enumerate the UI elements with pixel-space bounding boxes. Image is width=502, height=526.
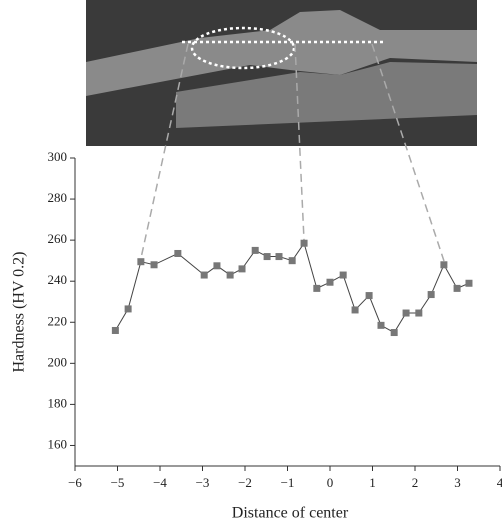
data-point [415,309,423,317]
x-tick-label: 1 [369,475,376,490]
data-point [238,265,246,273]
series-line [114,242,470,334]
data-point [124,305,132,313]
lower-sheet [176,62,477,128]
data-point [313,284,321,292]
x-axis-title: Distance of center [232,505,349,522]
data-point [213,262,221,270]
x-tick-label: −3 [196,475,210,490]
data-point [137,258,145,266]
upper-sheet [86,10,477,96]
x-tick-label: 4 [497,475,502,490]
x-tick-label: −5 [111,475,125,490]
data-point [200,271,208,279]
y-tick-label: 200 [48,354,68,369]
x-tick-label: −6 [68,475,82,490]
x-tick-label: 0 [327,475,334,490]
x-tick-label: 2 [412,475,419,490]
data-point [453,284,461,292]
data-point [351,306,359,314]
data-point [150,261,158,269]
data-point [339,271,347,279]
micrograph [86,0,477,146]
data-point [465,279,473,287]
data-point [288,257,296,265]
data-point [440,261,448,269]
x-tick-label: −2 [238,475,252,490]
x-tick-label: 3 [454,475,461,490]
data-point [226,271,234,279]
y-tick-label: 260 [48,231,68,246]
y-axis-title: Hardness (HV 0.2) [11,251,28,372]
data-point [263,253,271,261]
y-tick-label: 240 [48,272,68,287]
data-point [402,309,410,317]
connector [140,43,189,259]
y-tick-label: 220 [48,313,68,328]
x-tick-label: −4 [153,475,167,490]
y-tick-label: 160 [48,436,68,451]
data-point [365,292,373,300]
connector [294,43,305,241]
data-point [300,239,308,247]
weld-ellipse [190,26,296,70]
data-point [111,326,119,334]
y-tick-label: 180 [48,395,68,410]
y-tick-label: 280 [48,190,68,205]
data-point [174,249,182,257]
data-point [427,291,435,299]
y-tick-label: 300 [48,149,68,164]
data-point [251,246,259,254]
x-tick-label: −1 [281,475,295,490]
data-point [275,253,283,261]
data-point [390,329,398,337]
data-point [326,278,334,286]
connectors [140,43,445,262]
data-point [377,321,385,329]
